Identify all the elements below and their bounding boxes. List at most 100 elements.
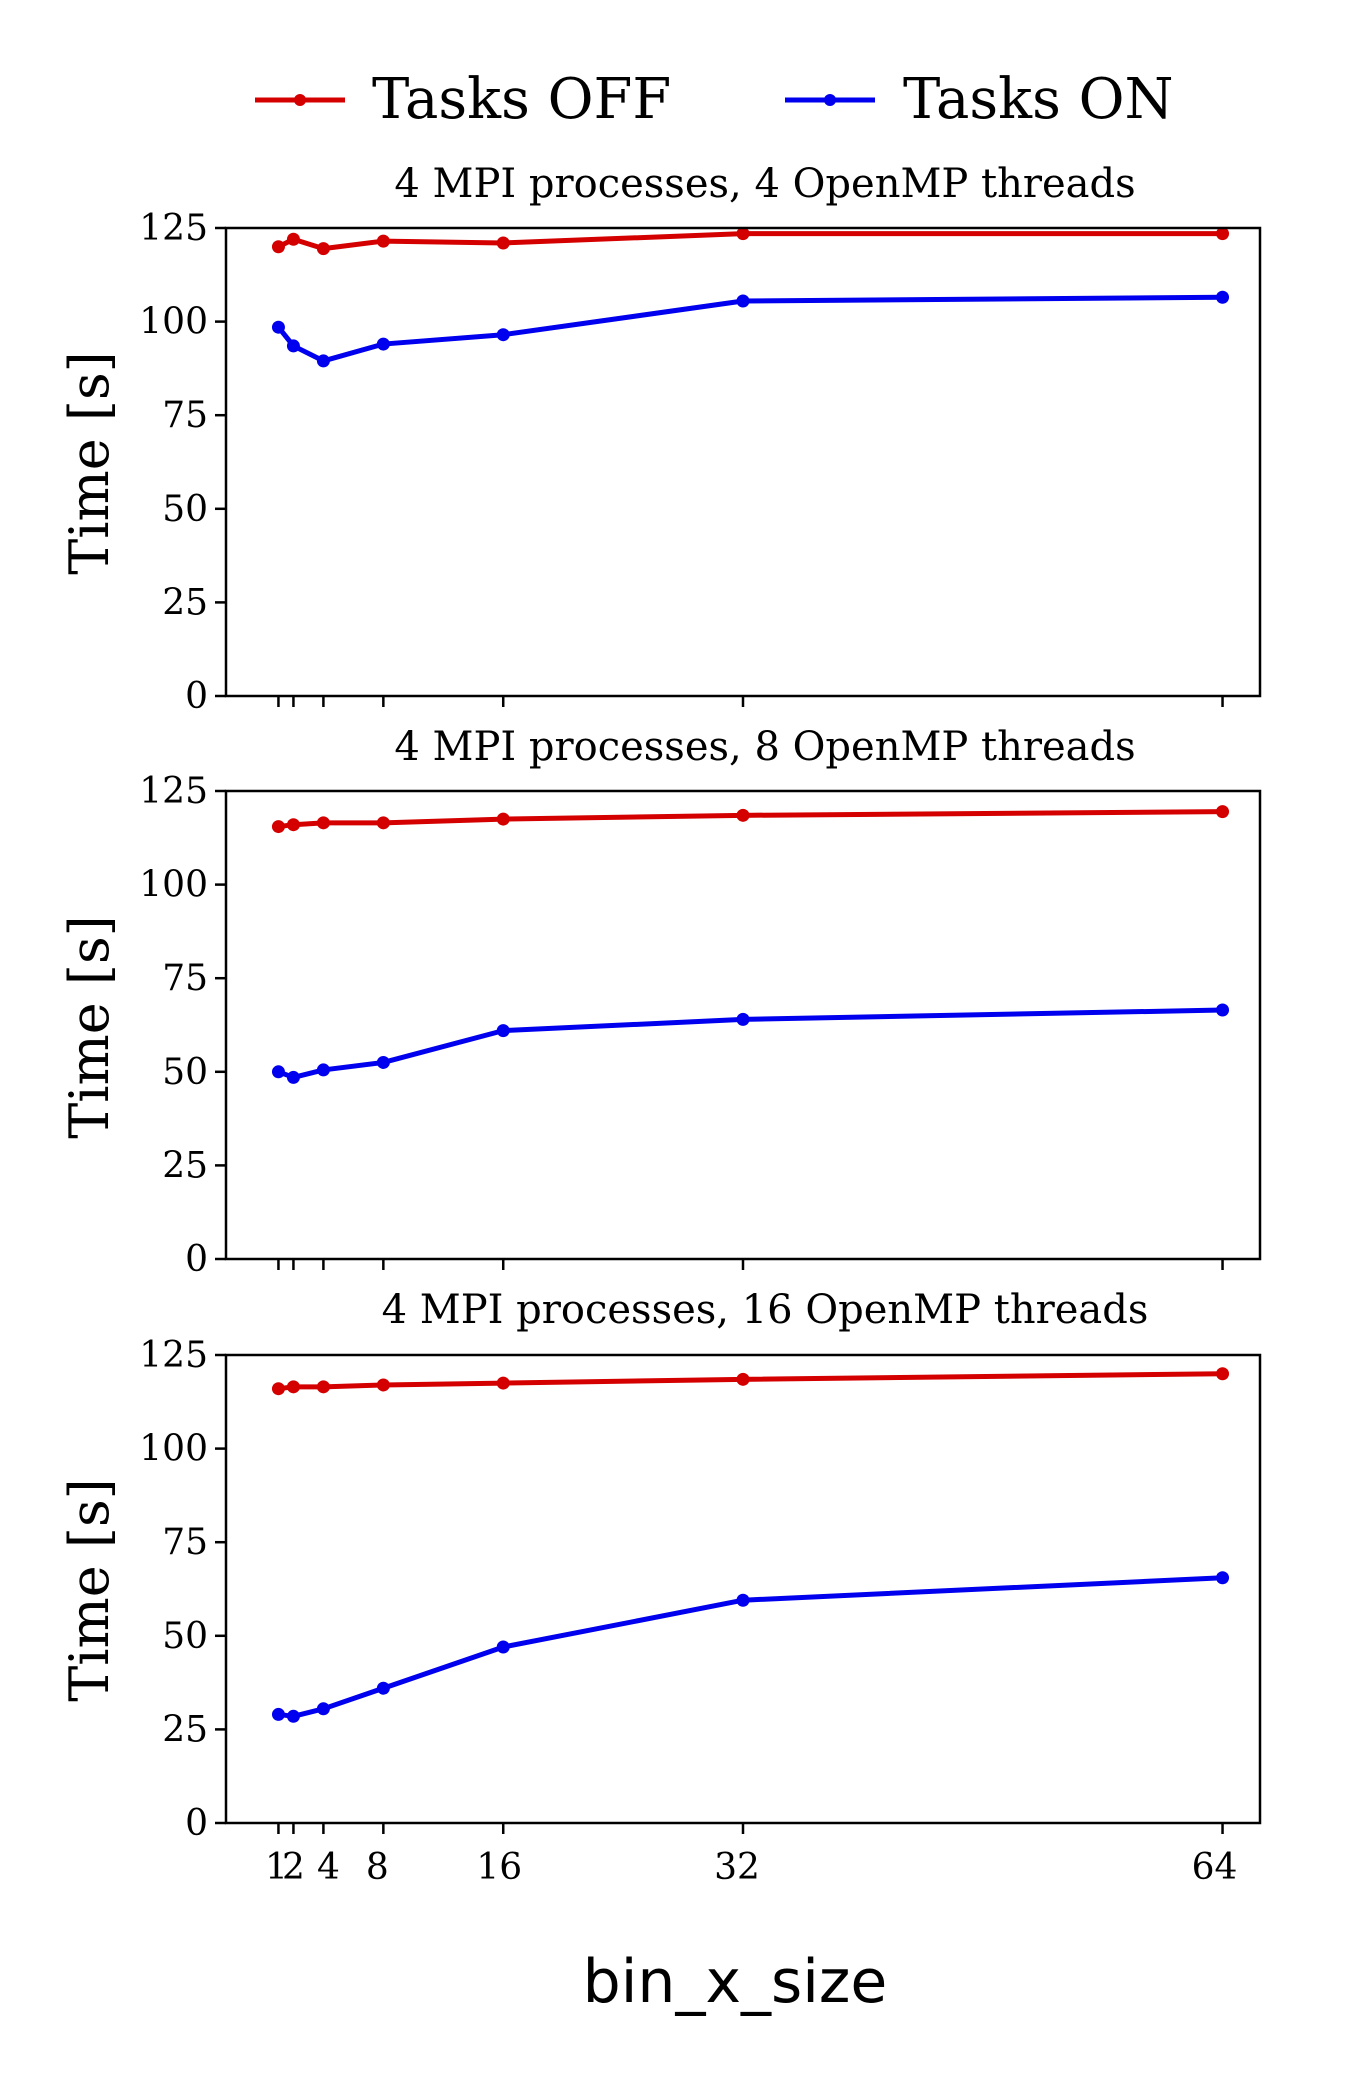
data-point-tasks-on <box>376 1681 390 1695</box>
y-tick-label: 75 <box>162 958 208 999</box>
data-point-tasks-off <box>271 820 285 834</box>
data-point-tasks-off <box>496 1376 510 1390</box>
series-group <box>271 1367 1230 1723</box>
data-point-tasks-off <box>316 1380 330 1394</box>
data-point-tasks-on <box>496 1024 510 1038</box>
y-tick-label: 0 <box>185 676 208 717</box>
data-point-tasks-on <box>286 339 300 353</box>
panel-title: 4 MPI processes, 16 OpenMP threads <box>382 1287 1149 1333</box>
y-tick-label: 50 <box>162 1052 208 1093</box>
data-point-tasks-on <box>1216 290 1230 304</box>
data-point-tasks-off <box>736 1372 750 1386</box>
data-point-tasks-off <box>376 234 390 248</box>
y-tick-label: 0 <box>185 1803 208 1844</box>
y-axis-ticks: 0 25 50 75 100 125 <box>139 771 226 1280</box>
legend-label-tasks-on: Tasks ON <box>903 67 1174 132</box>
data-point-tasks-on <box>286 1070 300 1084</box>
x-axis-ticks <box>277 1259 1224 1270</box>
data-point-tasks-on <box>271 1065 285 1079</box>
y-tick-label: 125 <box>139 1335 208 1376</box>
data-point-tasks-off <box>496 812 510 826</box>
series-line-tasks-on <box>276 294 1223 364</box>
y-tick-label: 0 <box>185 1239 208 1280</box>
y-axis-label: Time [s] <box>58 1478 121 1701</box>
panel-16-threads: 4 MPI processes, 16 OpenMP threads Time … <box>58 1287 1262 1844</box>
legend: Tasks OFF Tasks ON <box>255 67 1174 132</box>
data-point-tasks-off <box>1216 805 1230 819</box>
x-tick-label: 8 <box>366 1847 389 1888</box>
series-line-tasks-off <box>278 809 1223 830</box>
y-tick-label: 125 <box>139 771 208 812</box>
data-point-tasks-off <box>316 242 330 256</box>
data-point-tasks-on <box>1216 1003 1230 1017</box>
data-point-tasks-off <box>286 1380 300 1394</box>
y-tick-label: 25 <box>162 1145 208 1186</box>
data-point-tasks-off <box>736 227 750 241</box>
legend-entry-tasks-on: Tasks ON <box>785 67 1174 132</box>
y-axis-ticks: 0 25 50 75 100 125 <box>139 208 226 717</box>
x-axis-ticks <box>277 1823 1224 1834</box>
series-line-tasks-on <box>278 1575 1223 1719</box>
data-point-tasks-off <box>286 818 300 832</box>
x-tick-label: 16 <box>476 1847 522 1888</box>
x-tick-label: 2 <box>282 1847 305 1888</box>
data-point-tasks-off <box>286 232 300 246</box>
y-axis-ticks: 0 25 50 75 100 125 <box>139 1335 226 1844</box>
data-point-tasks-off <box>1216 227 1230 241</box>
data-point-tasks-on <box>286 1709 300 1723</box>
panel-title: 4 MPI processes, 8 OpenMP threads <box>394 724 1135 770</box>
y-axis-label: Time [s] <box>58 351 121 574</box>
plot-frame <box>224 226 1262 698</box>
y-tick-label: 75 <box>162 395 208 436</box>
y-tick-label: 125 <box>139 208 208 249</box>
data-point-tasks-on <box>376 1055 390 1069</box>
y-tick-label: 25 <box>162 582 208 623</box>
y-axis-label: Time [s] <box>58 915 121 1138</box>
y-tick-label: 75 <box>162 1522 208 1563</box>
data-point-tasks-on <box>1216 1571 1230 1585</box>
y-tick-label: 100 <box>139 1429 208 1470</box>
data-point-tasks-on <box>316 354 330 368</box>
data-point-tasks-off <box>271 240 285 254</box>
data-point-tasks-on <box>316 1063 330 1077</box>
data-point-tasks-on <box>736 1593 750 1607</box>
panel-4-threads: 4 MPI processes, 4 OpenMP threads Time [… <box>58 161 1262 717</box>
x-tick-label: 4 <box>317 1847 340 1888</box>
series-line-tasks-on <box>277 1007 1223 1080</box>
panel-8-threads: 4 MPI processes, 8 OpenMP threads Time [… <box>58 724 1262 1280</box>
data-point-tasks-off <box>1216 1367 1230 1381</box>
legend-entry-tasks-off: Tasks OFF <box>255 67 671 132</box>
data-point-tasks-on <box>496 328 510 342</box>
panel-title: 4 MPI processes, 4 OpenMP threads <box>394 161 1135 207</box>
x-tick-label: 32 <box>714 1847 760 1888</box>
data-point-tasks-on <box>271 1707 285 1721</box>
data-point-tasks-off <box>316 816 330 830</box>
data-point-tasks-off <box>271 1382 285 1396</box>
series-group <box>271 805 1230 1084</box>
y-tick-label: 50 <box>162 489 208 530</box>
plot-frame <box>224 1353 1262 1825</box>
legend-marker-tasks-off <box>294 94 306 106</box>
data-point-tasks-on <box>376 337 390 351</box>
series-group <box>271 227 1230 368</box>
plot-frame <box>224 789 1262 1261</box>
series-line-tasks-off <box>278 1371 1223 1392</box>
x-axis-ticks <box>277 696 1224 707</box>
y-tick-label: 100 <box>139 865 208 906</box>
data-point-tasks-on <box>271 320 285 334</box>
y-tick-label: 50 <box>162 1616 208 1657</box>
data-point-tasks-on <box>736 294 750 308</box>
x-tick-label: 1 <box>265 1847 288 1888</box>
data-point-tasks-on <box>736 1012 750 1026</box>
y-tick-label: 100 <box>139 302 208 343</box>
x-tick-labels: 12 4 8 16 32 64 <box>265 1847 1237 1888</box>
data-point-tasks-on <box>316 1702 330 1716</box>
legend-marker-tasks-on <box>824 94 836 106</box>
data-point-tasks-off <box>736 808 750 822</box>
legend-label-tasks-off: Tasks OFF <box>372 67 671 132</box>
y-tick-label: 25 <box>162 1709 208 1750</box>
data-point-tasks-on <box>496 1640 510 1654</box>
data-point-tasks-off <box>376 816 390 830</box>
x-tick-label: 64 <box>1192 1847 1238 1888</box>
